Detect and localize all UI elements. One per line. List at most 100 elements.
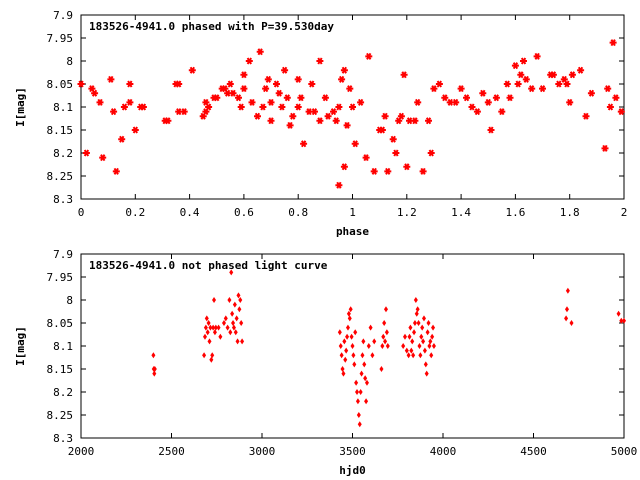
unphased-light-curve-panel: 2000 2500 3000 3500 4000 4500 5000 7.9 7.95 8 8.05… [14, 248, 637, 477]
data-point [120, 103, 128, 111]
y-tick-label: 7.95 [47, 32, 74, 45]
data-point [421, 338, 426, 345]
data-point [425, 329, 430, 336]
data-point [539, 85, 546, 93]
data-point [205, 329, 210, 336]
data-point [487, 126, 495, 134]
data-point [404, 347, 409, 354]
data-point [427, 343, 432, 349]
data-point [385, 343, 390, 349]
x-tick-label: 1.8 [560, 206, 580, 219]
data-point [339, 352, 344, 359]
data-point [423, 361, 428, 368]
data-point [210, 352, 215, 359]
data-point [202, 98, 210, 106]
data-point [330, 108, 337, 116]
data-point [188, 66, 196, 74]
data-point [356, 412, 361, 418]
data-point [126, 80, 134, 88]
data-point [212, 329, 217, 336]
data-point [457, 85, 465, 93]
y-tick-label: 8.2 [53, 386, 73, 399]
data-point [232, 301, 237, 308]
x-tick-label: 3000 [249, 445, 276, 458]
data-point [520, 57, 527, 65]
data-point [406, 352, 411, 359]
data-point [351, 352, 356, 359]
data-point [346, 85, 354, 93]
data-point [389, 135, 397, 143]
data-point [395, 117, 403, 125]
data-point [604, 85, 612, 93]
data-point [343, 356, 348, 363]
data-point [392, 149, 400, 157]
plot-title: 183526-4941.0 not phased light curve [89, 259, 328, 272]
x-tick-label: 2000 [68, 445, 95, 458]
data-point [294, 75, 302, 83]
x-tick-label: 0.4 [180, 206, 200, 219]
data-point [118, 135, 126, 143]
data-point [332, 117, 340, 125]
data-point [213, 324, 218, 331]
x-tick-label: 0.8 [288, 206, 308, 219]
data-point [360, 352, 365, 359]
data-point [365, 52, 373, 60]
data-point [430, 85, 438, 93]
data-point [372, 338, 377, 345]
data-point [240, 338, 245, 345]
y-tick-label: 8.3 [53, 193, 73, 206]
data-point [311, 108, 318, 116]
y-axis-label: I[mag] [14, 87, 27, 127]
data-point [344, 347, 349, 354]
data-point [297, 94, 305, 102]
data-point [152, 370, 157, 377]
data-point [355, 398, 360, 405]
x-tick-label: 0.6 [234, 206, 254, 219]
data-point [199, 112, 207, 120]
data-point [555, 80, 563, 88]
data-point [338, 75, 346, 83]
data-point [202, 352, 207, 359]
axis-ticks: 2000 2500 3000 3500 4000 4500 5000 7.9 7.95 8 8.05… [47, 248, 638, 458]
plot-title: 183526-4941.0 phased with P=39.530day [89, 20, 334, 33]
data-point [408, 324, 413, 331]
data-point [239, 320, 244, 326]
data-point [380, 343, 385, 349]
y-tick-label: 8.1 [53, 340, 73, 353]
data-point [353, 329, 358, 336]
data-point [245, 57, 253, 65]
data-point [357, 98, 365, 106]
data-point [218, 333, 223, 340]
data-point [422, 347, 427, 354]
data-point [411, 352, 416, 359]
data-point [612, 94, 620, 102]
y-tick-label: 7.9 [53, 248, 73, 261]
data-point [401, 343, 406, 349]
data-point [212, 297, 217, 303]
data-point [514, 80, 522, 88]
data-point [431, 324, 436, 331]
data-point [549, 71, 557, 79]
data-point [566, 98, 574, 106]
data-point [384, 167, 392, 175]
data-point [609, 39, 617, 47]
data-point [231, 320, 236, 326]
data-point [204, 315, 209, 322]
x-tick-label: 4500 [520, 445, 547, 458]
data-point [582, 112, 590, 120]
data-point [428, 338, 433, 345]
data-point [345, 333, 350, 340]
data-point [484, 98, 492, 106]
x-axis-label: hjd0 [339, 464, 366, 477]
x-tick-label: 1.4 [451, 206, 471, 219]
y-tick-label: 8.15 [47, 124, 74, 137]
data-point [151, 352, 156, 359]
data-point [216, 324, 221, 331]
data-point [229, 269, 234, 276]
data-point [410, 338, 415, 345]
data-point [233, 329, 238, 336]
data-point [207, 338, 212, 345]
data-point [619, 317, 624, 324]
data-point [349, 103, 356, 111]
data-point [364, 398, 369, 405]
